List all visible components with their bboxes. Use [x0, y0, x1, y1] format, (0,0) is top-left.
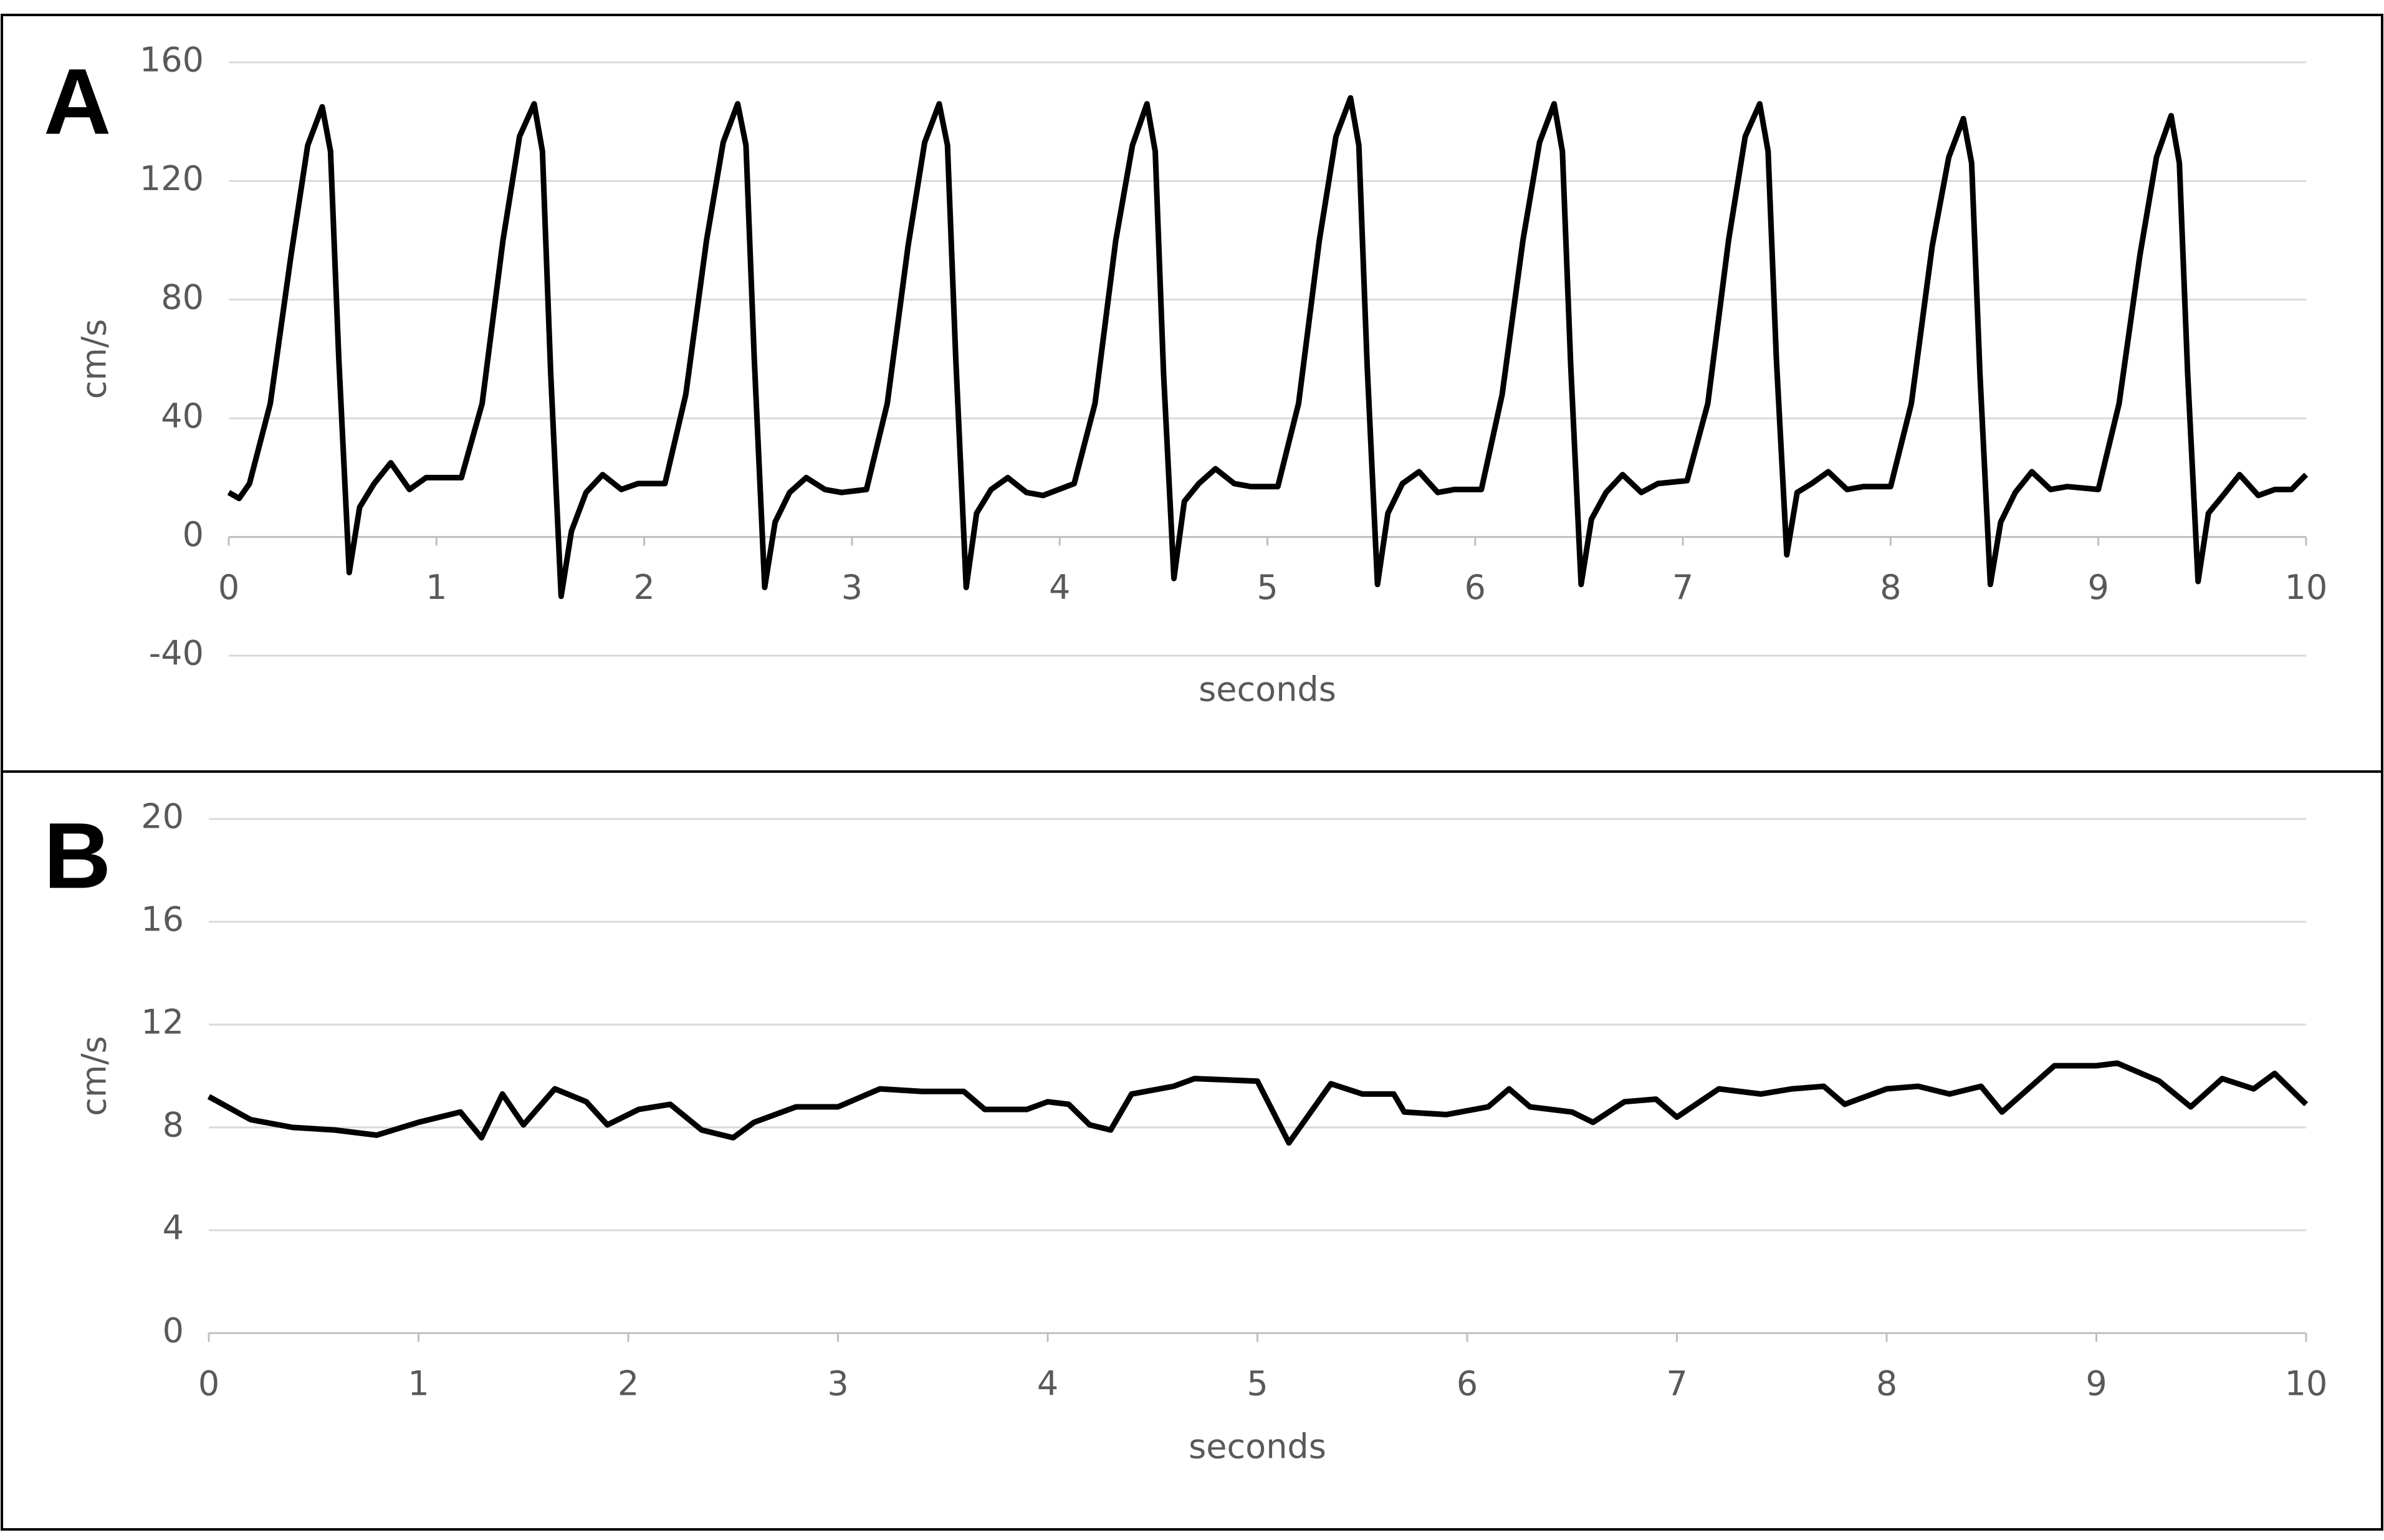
x-tick-label: 0	[218, 568, 239, 607]
x-tick-label: 8	[1880, 568, 1901, 607]
x-tick-label: 10	[2285, 568, 2328, 607]
y-tick-label: -40	[149, 634, 204, 673]
x-tick-label: 2	[618, 1364, 639, 1404]
y-tick-label: 4	[163, 1208, 184, 1248]
data-line	[207, 1060, 2309, 1146]
x-axis-title: seconds	[1189, 1427, 1326, 1466]
y-tick-label: 12	[141, 1003, 184, 1042]
y-tick-label: 0	[183, 515, 204, 554]
panel-label: B	[44, 803, 111, 908]
x-tick-label: 8	[1876, 1364, 1897, 1404]
y-tick-label: 0	[163, 1311, 184, 1351]
x-tick-label: 7	[1672, 568, 1693, 607]
y-axis-title: cm/s	[75, 319, 114, 399]
data-line	[227, 95, 2309, 600]
x-tick-label: 4	[1037, 1364, 1058, 1404]
x-tick-label: 10	[2285, 1364, 2328, 1404]
x-tick-label: 6	[1465, 568, 1486, 607]
x-tick-label: 2	[633, 568, 654, 607]
x-tick-label: 9	[2088, 568, 2109, 607]
x-tick-label: 1	[408, 1364, 429, 1404]
y-tick-label: 16	[141, 900, 184, 939]
y-tick-label: 120	[140, 159, 204, 198]
y-axis-title: cm/s	[75, 1036, 114, 1116]
x-tick-label: 9	[2085, 1364, 2107, 1404]
x-tick-label: 5	[1257, 568, 1278, 607]
y-tick-label: 80	[161, 277, 204, 317]
x-tick-label: 1	[426, 568, 447, 607]
x-tick-label: 4	[1049, 568, 1070, 607]
x-tick-label: 6	[1457, 1364, 1478, 1404]
x-tick-label: 3	[827, 1364, 848, 1404]
y-tick-label: 8	[163, 1106, 184, 1145]
x-tick-label: 0	[198, 1364, 219, 1404]
x-tick-label: 3	[841, 568, 863, 607]
x-tick-label: 7	[1666, 1364, 1687, 1404]
x-tick-label: 5	[1247, 1364, 1268, 1404]
y-tick-label: 40	[161, 396, 204, 436]
x-axis-title: seconds	[1199, 670, 1336, 709]
y-tick-label: 20	[141, 797, 184, 836]
panel-label: A	[44, 49, 111, 154]
y-tick-label: 160	[140, 41, 204, 80]
